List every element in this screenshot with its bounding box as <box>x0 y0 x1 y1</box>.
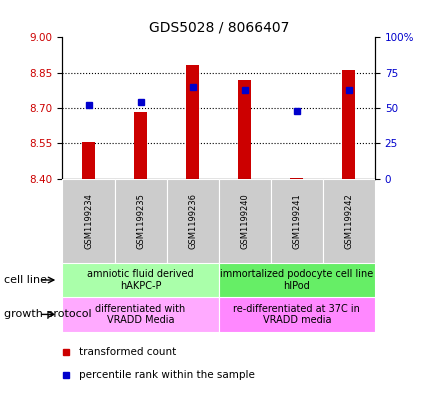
Bar <box>218 297 374 332</box>
Bar <box>82 142 95 179</box>
Text: growth protocol: growth protocol <box>4 309 92 320</box>
Bar <box>166 179 218 263</box>
Text: GSM1199241: GSM1199241 <box>292 193 301 249</box>
Text: differentiated with
VRADD Media: differentiated with VRADD Media <box>95 304 185 325</box>
Text: transformed count: transformed count <box>79 347 176 357</box>
Text: GSM1199240: GSM1199240 <box>240 193 249 249</box>
Bar <box>62 263 218 297</box>
Bar <box>62 297 218 332</box>
Bar <box>238 80 251 179</box>
Bar <box>218 179 270 263</box>
Bar <box>134 112 147 179</box>
Text: GSM1199235: GSM1199235 <box>136 193 145 249</box>
Bar <box>218 263 374 297</box>
Bar <box>322 179 374 263</box>
Text: percentile rank within the sample: percentile rank within the sample <box>79 370 254 380</box>
Bar <box>290 178 303 179</box>
Text: GSM1199242: GSM1199242 <box>344 193 353 249</box>
Bar <box>62 179 114 263</box>
Title: GDS5028 / 8066407: GDS5028 / 8066407 <box>148 21 288 35</box>
Text: GSM1199236: GSM1199236 <box>188 193 197 249</box>
Text: amniotic fluid derived
hAKPC-P: amniotic fluid derived hAKPC-P <box>87 269 194 291</box>
Text: GSM1199234: GSM1199234 <box>84 193 93 249</box>
Text: immortalized podocyte cell line
hIPod: immortalized podocyte cell line hIPod <box>220 269 373 291</box>
Bar <box>270 179 322 263</box>
Text: cell line: cell line <box>4 275 47 285</box>
Bar <box>341 70 355 179</box>
Bar <box>186 65 199 179</box>
Text: re-differentiated at 37C in
VRADD media: re-differentiated at 37C in VRADD media <box>233 304 359 325</box>
Bar <box>114 179 166 263</box>
